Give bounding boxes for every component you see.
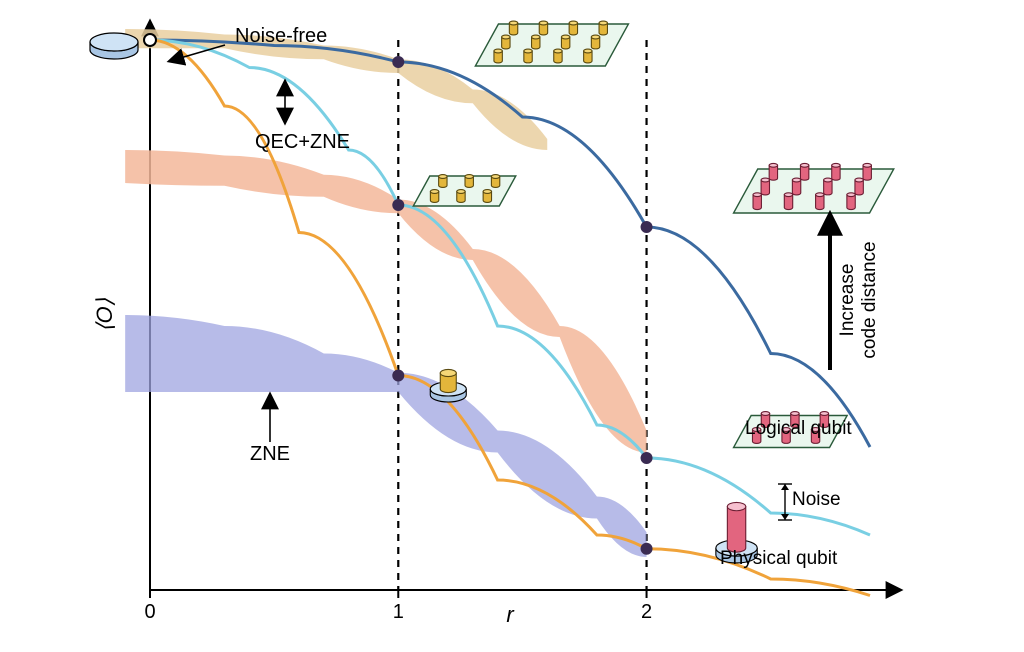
cylinder-icon xyxy=(816,193,824,210)
cylinder-icon xyxy=(491,175,499,188)
disk-icon xyxy=(90,33,138,59)
data-marker xyxy=(392,370,404,382)
cylinder-icon xyxy=(524,49,532,63)
cylinder-icon xyxy=(554,49,562,63)
data-marker xyxy=(641,543,653,555)
label-noise-free: Noise-free xyxy=(235,25,327,47)
figure-canvas: 0 1 2 r ⟨O⟩ Noise-free QEC+ZNE ZNE Logical qubit… xyxy=(0,0,1024,652)
data-marker xyxy=(641,452,653,464)
cylinder-icon xyxy=(465,175,473,188)
cylinder-icon xyxy=(430,190,438,203)
label-zne: ZNE xyxy=(250,443,290,465)
svg-text:1: 1 xyxy=(393,601,404,623)
label-qec-zne: QEC+ZNE xyxy=(255,131,350,153)
cylinder-icon xyxy=(792,178,800,195)
cylinder-icon xyxy=(855,178,863,195)
cylinder-icon xyxy=(494,49,502,63)
label-increase-2: code distance xyxy=(859,241,880,358)
chip-icon xyxy=(734,163,894,213)
label-noise: Noise xyxy=(792,489,841,510)
cylinder-icon xyxy=(569,21,577,35)
cylinder-icon xyxy=(800,163,808,180)
cylinder-icon xyxy=(599,21,607,35)
cylinder-icon xyxy=(727,502,745,552)
cylinder-icon xyxy=(539,21,547,35)
cylinder-icon xyxy=(761,178,769,195)
svg-text:2: 2 xyxy=(641,601,652,623)
data-marker xyxy=(392,199,404,211)
cylinder-icon xyxy=(584,49,592,63)
band-salmon xyxy=(125,150,646,453)
cylinder-icon xyxy=(532,35,540,49)
cylinder-icon xyxy=(784,193,792,210)
cylinder-icon xyxy=(847,193,855,210)
chart-svg: 0 1 2 r ⟨O⟩ Noise-free QEC+ZNE ZNE Logical qubit… xyxy=(0,0,1024,652)
cylinder-icon xyxy=(832,163,840,180)
label-logical: Logical qubit xyxy=(745,418,852,439)
cylinder-icon xyxy=(509,21,517,35)
cylinder-icon xyxy=(769,163,777,180)
noise-free-marker xyxy=(144,34,156,46)
cylinder-icon xyxy=(502,35,510,49)
cylinder-icon xyxy=(824,178,832,195)
cylinder-icon xyxy=(863,163,871,180)
cylinder-icon xyxy=(440,369,456,392)
cylinder-icon xyxy=(591,35,599,49)
label-increase-1: Increase xyxy=(837,264,858,337)
label-physical: Physical qubit xyxy=(720,548,838,569)
svg-text:0: 0 xyxy=(144,601,155,623)
chip-icon xyxy=(475,21,628,66)
cylinder-icon xyxy=(457,190,465,203)
cylinder-icon xyxy=(753,193,761,210)
data-marker xyxy=(392,56,404,68)
svg-text:⟨O⟩: ⟨O⟩ xyxy=(92,297,117,332)
chip-icon xyxy=(413,175,516,206)
svg-text:r: r xyxy=(506,602,515,627)
data-marker xyxy=(641,221,653,233)
cylinder-icon xyxy=(439,175,447,188)
physical-qubit-icon xyxy=(430,369,466,402)
cylinder-icon xyxy=(483,190,491,203)
cylinder-icon xyxy=(561,35,569,49)
